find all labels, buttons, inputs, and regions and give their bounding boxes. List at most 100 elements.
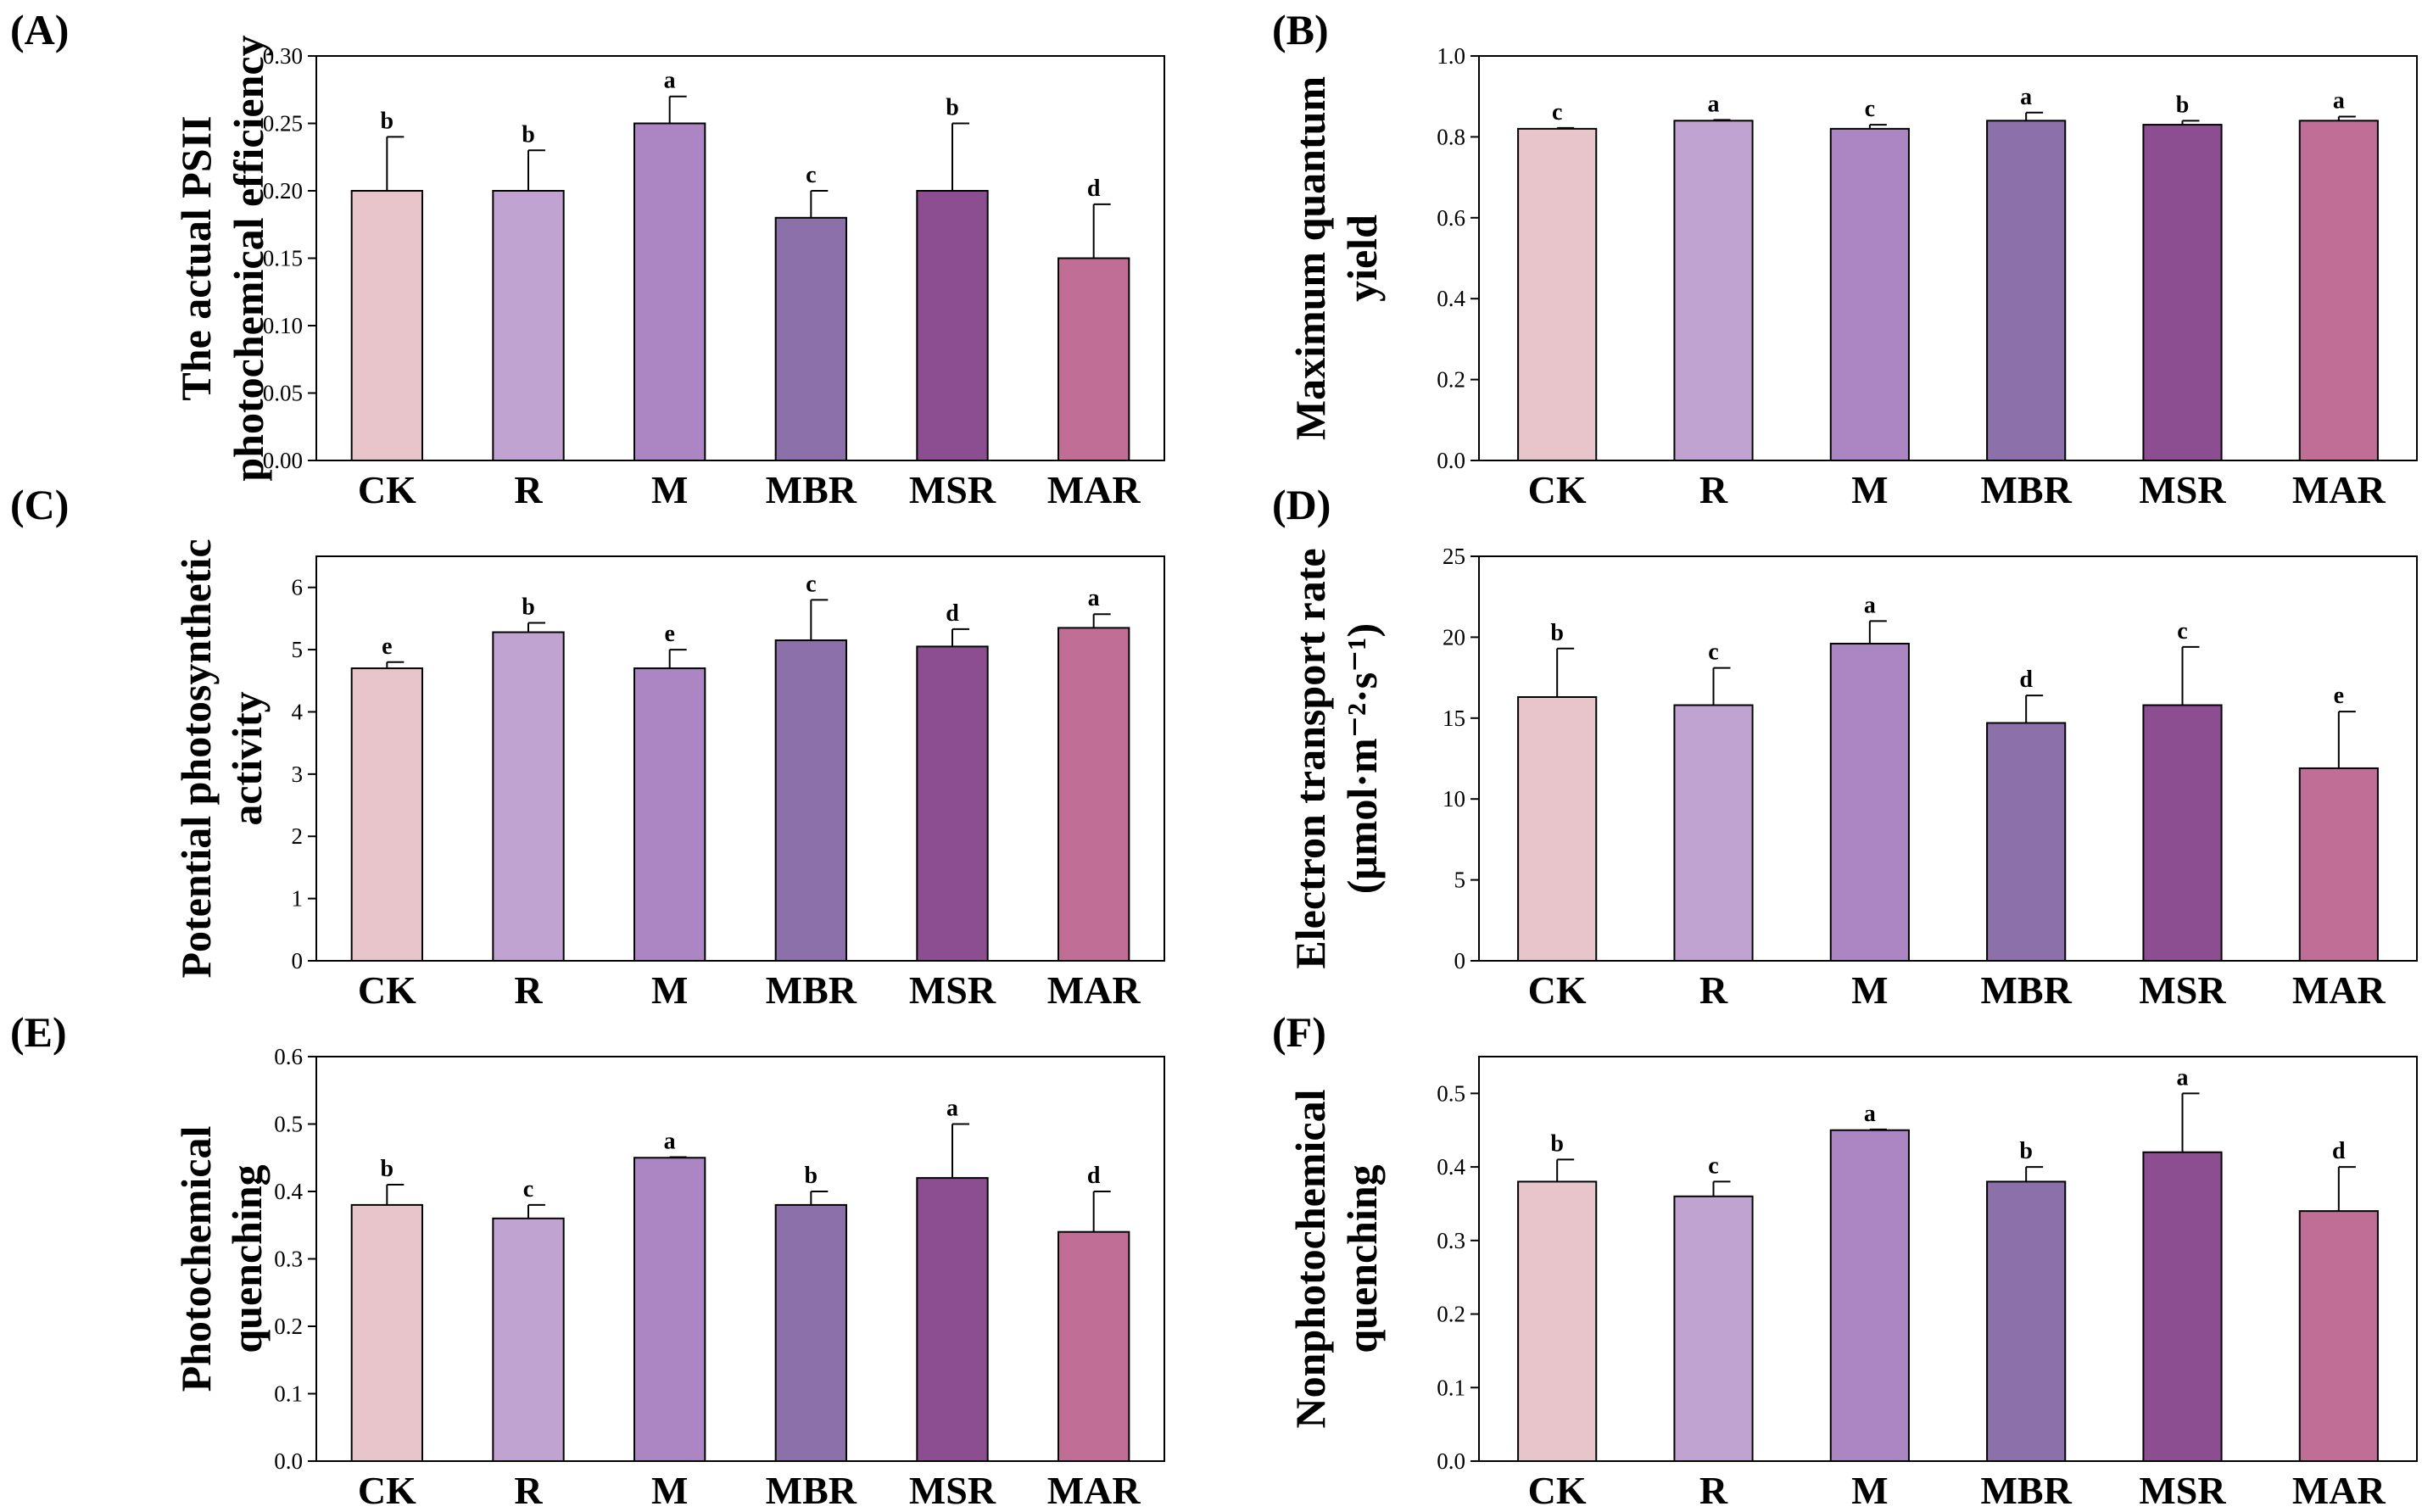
y-tick-label: 0.2 bbox=[1437, 367, 1465, 393]
bar-ck bbox=[350, 667, 423, 962]
x-tick-label: MBR bbox=[1981, 1469, 2073, 1512]
plot-frame bbox=[315, 555, 1165, 962]
bar-mar bbox=[2298, 120, 2379, 461]
plot-frame bbox=[1478, 55, 2418, 461]
x-tick-label: CK bbox=[358, 1469, 416, 1512]
y-tick-label: 0.20 bbox=[263, 178, 303, 204]
bar-ck bbox=[1517, 127, 1598, 462]
significance-letter: a bbox=[2020, 84, 2032, 110]
bar-mar bbox=[1058, 257, 1130, 461]
panel-label: (A) bbox=[10, 6, 69, 53]
panel-b: (B) Maximum quantum yield c CK a Rc Ma MBR b MSR a M… bbox=[1272, 6, 2418, 511]
bar-ck bbox=[1517, 1180, 1598, 1463]
bar-r bbox=[1673, 704, 1754, 962]
x-tick-label: MSR bbox=[909, 968, 996, 1012]
y-tick-label: 0.00 bbox=[263, 448, 303, 473]
y-tick-label: 0.8 bbox=[1437, 124, 1465, 149]
x-tick-label: MSR bbox=[2139, 968, 2226, 1012]
x-tick-label: CK bbox=[358, 468, 416, 511]
bar-mbr bbox=[1986, 120, 2067, 461]
x-tick-label: MSR bbox=[909, 1469, 996, 1512]
x-tick-label: R bbox=[1699, 968, 1728, 1012]
bar-msr bbox=[916, 1177, 989, 1462]
x-tick-label: CK bbox=[358, 968, 416, 1012]
significance-letter: a bbox=[946, 1096, 958, 1122]
x-tick-label: M bbox=[651, 468, 688, 511]
bar-m bbox=[633, 1157, 706, 1462]
bar-m bbox=[1829, 127, 1910, 462]
significance-letter: a bbox=[1864, 592, 1876, 618]
x-tick-label: M bbox=[1851, 1469, 1888, 1512]
x-tick-label: CK bbox=[1528, 968, 1587, 1012]
x-tick-label: MBR bbox=[1981, 968, 2073, 1012]
y-tick-label: 0.1 bbox=[1437, 1375, 1465, 1400]
significance-letter: b bbox=[381, 108, 394, 134]
x-tick-label: R bbox=[514, 968, 543, 1012]
panel-f: (F) Nonphotochemical quenching b CK c Ra Mb MBR a… bbox=[1272, 1008, 2418, 1512]
panel-e: (E) Photochemical quenching b CK c Ra Mb MBR a MSR… bbox=[10, 1008, 1165, 1512]
y-tick-label: 0.6 bbox=[1437, 205, 1465, 231]
bar-msr bbox=[916, 190, 989, 461]
x-tick-label: R bbox=[1699, 468, 1728, 511]
x-tick-label: R bbox=[514, 468, 543, 511]
y-tick-label: 4 bbox=[292, 699, 304, 724]
bar-mbr bbox=[774, 216, 848, 461]
x-tick-label: MAR bbox=[1047, 1469, 1141, 1512]
y-tick-label: 0.25 bbox=[263, 111, 303, 137]
y-tick-label: 20 bbox=[1443, 624, 1465, 650]
bar-mar bbox=[1058, 627, 1130, 962]
y-axis-label: yield bbox=[1338, 215, 1386, 302]
significance-letter: c bbox=[1708, 639, 1718, 666]
panel-label: (B) bbox=[1272, 6, 1329, 53]
significance-letter: d bbox=[1087, 176, 1101, 202]
x-tick-label: MSR bbox=[2139, 468, 2226, 511]
significance-letter: a bbox=[2177, 1064, 2189, 1091]
bar-mar bbox=[2298, 1210, 2379, 1463]
y-tick-label: 0.15 bbox=[263, 246, 303, 271]
bar-ck bbox=[350, 190, 423, 461]
significance-letter: d bbox=[2332, 1138, 2346, 1164]
y-tick-label: 0.4 bbox=[1437, 286, 1465, 311]
significance-letter: d bbox=[946, 600, 959, 627]
y-tick-label: 0 bbox=[1454, 948, 1466, 974]
y-tick-label: 3 bbox=[292, 762, 304, 787]
significance-letter: e bbox=[2334, 683, 2344, 709]
y-axis-label: Electron transport rate bbox=[1286, 548, 1334, 968]
bar-m bbox=[633, 122, 706, 461]
y-tick-label: 6 bbox=[292, 575, 304, 600]
y-tick-label: 1 bbox=[292, 886, 304, 912]
y-tick-label: 0.1 bbox=[274, 1381, 303, 1407]
significance-letter: e bbox=[382, 633, 392, 660]
significance-letter: a bbox=[1864, 1101, 1876, 1127]
significance-letter: c bbox=[806, 162, 816, 188]
significance-letter: c bbox=[1865, 96, 1875, 122]
y-axis-label: photochemical efficiency bbox=[225, 35, 272, 481]
y-tick-label: 1.0 bbox=[1437, 43, 1465, 69]
y-tick-label: 25 bbox=[1443, 544, 1465, 569]
x-tick-label: CK bbox=[1528, 1469, 1587, 1512]
bar-msr bbox=[916, 645, 989, 962]
y-tick-label: 0.10 bbox=[263, 313, 303, 338]
significance-letter: c bbox=[523, 1176, 533, 1202]
x-tick-label: M bbox=[651, 968, 688, 1012]
y-tick-label: 0.0 bbox=[274, 1448, 303, 1474]
y-tick-label: 0.3 bbox=[1437, 1228, 1465, 1253]
x-tick-label: M bbox=[1851, 968, 1888, 1012]
significance-letter: b bbox=[946, 95, 959, 121]
significance-letter: e bbox=[664, 621, 674, 647]
bar-mbr bbox=[774, 639, 848, 962]
bar-msr bbox=[2142, 1151, 2223, 1463]
y-tick-label: 0.4 bbox=[1437, 1154, 1465, 1180]
bar-ck bbox=[350, 1203, 423, 1463]
significance-letter: b bbox=[2019, 1138, 2033, 1164]
y-axis-label: Nonphotochemical bbox=[1286, 1089, 1334, 1428]
x-tick-label: MBR bbox=[766, 468, 857, 511]
significance-letter: b bbox=[1550, 1130, 1564, 1157]
bar-mar bbox=[1058, 1230, 1130, 1462]
y-axis-label: Photochemical bbox=[172, 1125, 220, 1392]
bar-r bbox=[1673, 120, 1754, 461]
significance-letter: c bbox=[806, 571, 816, 597]
y-tick-label: 0.2 bbox=[1437, 1302, 1465, 1327]
y-tick-label: 0.5 bbox=[274, 1112, 303, 1137]
